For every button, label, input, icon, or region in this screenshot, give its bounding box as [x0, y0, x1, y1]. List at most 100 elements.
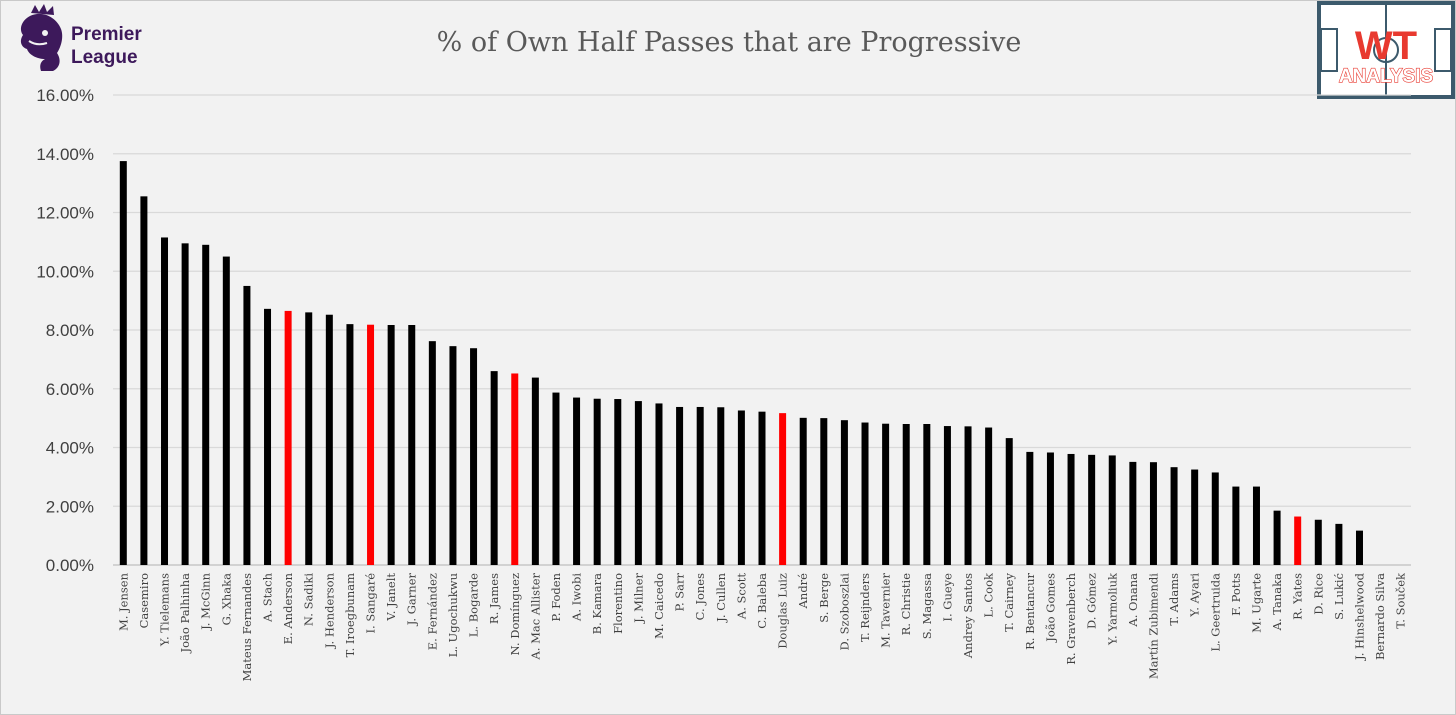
bar	[202, 244, 210, 565]
x-tick-label: N. Domínguez	[508, 573, 522, 655]
bar	[696, 406, 704, 565]
bar	[779, 413, 787, 565]
bar	[799, 417, 807, 565]
bar	[882, 423, 890, 565]
x-tick-label: Casemiro	[137, 573, 151, 628]
x-tick-label: M. Caicedo	[652, 573, 666, 639]
bar	[1335, 523, 1343, 565]
bar	[511, 373, 519, 565]
x-tick-label: R. James	[487, 573, 501, 624]
x-tick-label: A. Iwobi	[570, 573, 584, 622]
x-axis-ticks: M. Jensen Casemiro Y. Tielemans João Palhin…	[116, 572, 1407, 681]
x-tick-label: M. Ugarte	[1249, 573, 1263, 633]
x-tick-label: T. Iroegbunam	[343, 573, 357, 657]
bar	[387, 325, 395, 565]
bar	[655, 403, 663, 565]
bar	[119, 161, 127, 565]
bar	[758, 411, 766, 565]
bar	[1294, 516, 1302, 565]
x-tick-label: L. Bogarde	[467, 573, 481, 637]
x-tick-label: Florentino	[611, 573, 625, 634]
bar	[284, 310, 292, 565]
x-tick-label: L. Geertruida	[1208, 573, 1222, 652]
x-tick-label: R. Yates	[1291, 573, 1305, 620]
bar	[964, 426, 972, 565]
x-tick-label: D. Gómez	[1085, 573, 1099, 629]
x-tick-label: A. Tanaka	[1270, 573, 1284, 631]
bar	[140, 196, 148, 565]
bar	[573, 397, 581, 565]
bar	[737, 410, 745, 565]
bar	[861, 422, 869, 565]
bars	[119, 161, 1363, 565]
bar	[1005, 438, 1013, 565]
x-tick-label: Douglas Luiz	[776, 573, 790, 649]
x-tick-label: P. Sarr	[673, 573, 687, 612]
x-tick-label: L. Cook	[982, 572, 996, 618]
bar	[325, 314, 333, 565]
x-tick-label: Andrey Santos	[961, 573, 975, 659]
bar	[490, 371, 498, 565]
bar	[634, 401, 642, 565]
bar	[449, 346, 457, 565]
x-tick-label: J. Garner	[405, 573, 419, 627]
bar	[1170, 467, 1178, 565]
x-tick-label: T. Reijnders	[858, 573, 872, 642]
x-tick-label: M. Jensen	[116, 572, 130, 631]
x-tick-label: S. Magassa	[920, 573, 934, 639]
x-tick-label: E. Fernández	[425, 573, 439, 650]
chart-title: % of Own Half Passes that are Progressiv…	[437, 27, 1022, 58]
y-tick-label: 4.00%	[46, 439, 94, 458]
bar	[552, 392, 560, 565]
x-tick-label: P. Foden	[549, 572, 563, 621]
x-tick-label: T. Souček	[1394, 572, 1408, 629]
x-tick-label: João Gomes	[1043, 573, 1057, 643]
x-tick-label: J. Henderson	[322, 572, 336, 649]
x-tick-label: S. Lukić	[1332, 573, 1346, 620]
bar	[222, 256, 230, 565]
bar	[840, 420, 848, 565]
x-tick-label: T. Cairney	[1002, 573, 1016, 632]
y-tick-label: 6.00%	[46, 380, 94, 399]
x-tick-label: Mateus Fernandes	[240, 573, 254, 682]
x-tick-label: A. Scott	[734, 573, 748, 620]
x-tick-label: D. Szoboszlai	[837, 573, 851, 651]
y-tick-label: 8.00%	[46, 321, 94, 340]
bar	[614, 399, 622, 565]
x-tick-label: J. Hinshelwood	[1352, 572, 1366, 661]
bar	[676, 406, 684, 565]
bar	[1191, 469, 1199, 565]
x-tick-label: J. Milner	[631, 573, 645, 624]
x-tick-label: M. Tavernier	[879, 573, 893, 648]
bar	[923, 424, 931, 565]
x-tick-label: I. Sangaré	[364, 573, 378, 634]
bar	[1232, 486, 1240, 565]
bar	[428, 341, 436, 565]
x-tick-label: G. Xhaka	[219, 573, 233, 626]
premier-league-logo: Premier League	[20, 4, 142, 71]
x-tick-label: A. Stach	[261, 572, 275, 622]
y-axis-ticks: 0.00% 2.00% 4.00% 6.00% 8.00% 10.00% 12.00% 14.…	[36, 86, 94, 575]
bar	[1108, 455, 1116, 565]
x-tick-label: João Palhinha	[178, 573, 192, 654]
bar	[243, 285, 251, 565]
bar	[1129, 461, 1137, 565]
bar	[820, 418, 828, 565]
x-tick-label: T. Adams	[1167, 573, 1181, 626]
bar	[1314, 519, 1322, 565]
league-logo-line1: Premier	[71, 24, 142, 45]
x-tick-label: André	[796, 573, 810, 610]
bar	[1355, 530, 1363, 565]
y-tick-label: 12.00%	[36, 204, 94, 223]
bar	[1026, 451, 1034, 565]
bar	[1211, 472, 1219, 565]
x-tick-label: J. Cullen	[714, 572, 728, 622]
league-logo-line2: League	[71, 47, 138, 68]
y-tick-label: 14.00%	[36, 145, 94, 164]
bar	[943, 426, 951, 565]
x-tick-label: C. Jones	[693, 573, 707, 620]
x-tick-label: I. Gueye	[940, 573, 954, 622]
bar	[367, 324, 375, 565]
wt-logo-text: WT	[1355, 24, 1417, 68]
